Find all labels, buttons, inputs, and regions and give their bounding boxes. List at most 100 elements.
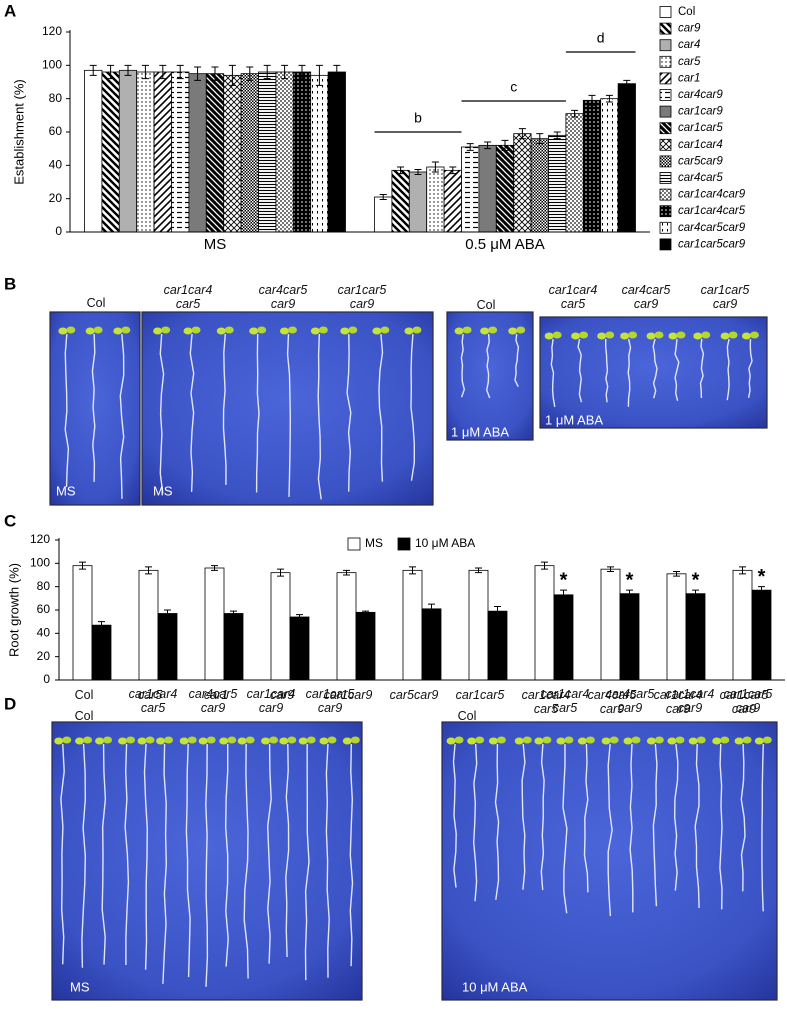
legend-swatch [659, 188, 672, 201]
x-tick-label: Col [74, 688, 94, 702]
error-bar [176, 64, 184, 80]
error-bar [758, 586, 765, 595]
strain-label: Col [476, 298, 496, 312]
legend-label: Col [678, 6, 695, 18]
bar [258, 71, 277, 233]
seedling-root [550, 338, 556, 408]
annotation-label: b [414, 110, 422, 126]
seedling-leaf [475, 736, 485, 744]
x-tick-label: car5car9 [389, 688, 439, 702]
bar [751, 589, 772, 681]
error-bar [501, 139, 509, 151]
strain-label: car1car5 car9 [337, 283, 387, 311]
seedling-root [346, 333, 352, 492]
bar [495, 144, 515, 233]
seedling-leaf [701, 331, 711, 339]
panel-label: D [4, 694, 16, 713]
y-tick-label: 100 [42, 58, 62, 72]
bar [426, 166, 445, 233]
condition-label: 10 μM ABA [462, 979, 528, 994]
seedling-root [64, 333, 70, 488]
bar [270, 572, 291, 681]
x-tick-label: car1car4 car9 [653, 688, 703, 716]
error-bar [553, 131, 561, 140]
strain-label: car4car5 car9 [621, 283, 671, 311]
seedling-root [285, 743, 290, 958]
seedling-root [224, 743, 229, 967]
y-tick-label: 0 [55, 224, 62, 238]
annotation-label: c [510, 79, 517, 95]
legend-swatch [659, 221, 672, 234]
seedling-leaf [534, 737, 544, 745]
seedling-leaf [121, 326, 131, 334]
x-tick-label: car1car5 car9 [719, 688, 769, 716]
bar [553, 594, 574, 681]
seedling-leaf [693, 332, 703, 340]
bar [355, 611, 376, 681]
seedling-root [577, 338, 583, 403]
seedling-leaf [585, 736, 595, 744]
seedling-leaf [654, 331, 664, 339]
panel-label: C [4, 511, 16, 530]
error-bar [141, 64, 149, 80]
seedling-leaf [93, 326, 103, 334]
legend-label: car4car5 [678, 172, 723, 184]
legend-label: car5 [678, 56, 701, 68]
x-tick-label: car1car9 [323, 688, 373, 702]
seedling-leaf [542, 736, 552, 744]
seedling-leaf [118, 737, 128, 745]
seedling-root [205, 743, 209, 987]
error-bar [194, 66, 202, 81]
error-bar [124, 64, 132, 76]
seedling-leaf [654, 736, 664, 744]
condition-label: MS [153, 483, 173, 498]
legend-label: car1car5car9 [678, 238, 746, 250]
condition-label: 1 μM ABA [451, 424, 509, 439]
legend-swatch [347, 537, 361, 551]
seedling-root [472, 743, 478, 902]
seedling-root [452, 743, 457, 888]
legend-swatch [659, 6, 672, 18]
bar [478, 144, 497, 233]
y-tick-label: 40 [49, 158, 63, 172]
error-bar [560, 589, 567, 600]
error-bar [607, 566, 614, 572]
error-bar [333, 64, 341, 80]
error-bar [518, 128, 526, 140]
seedling-leaf [237, 737, 247, 745]
x-tick-label: car1 [203, 688, 229, 702]
seedling-root [673, 743, 679, 891]
bar [223, 613, 244, 681]
seedling-leaf [480, 327, 490, 335]
seedling-root [652, 338, 658, 399]
seedling-leaf [720, 332, 730, 340]
significance-marker: * [758, 566, 766, 588]
seedling-leaf [216, 327, 226, 335]
seedling-leaf [83, 736, 93, 744]
bar [171, 71, 190, 233]
seedling-leaf [156, 737, 166, 745]
error-bar [494, 606, 501, 617]
x-tick-label: car4car5 car9 [587, 688, 637, 716]
y-tick-label: 80 [49, 91, 63, 105]
strain-label: car1car4 car9 [246, 687, 296, 715]
bar [157, 613, 178, 681]
seedling-leaf [164, 736, 174, 744]
error-bar [343, 569, 350, 576]
error-bar [588, 94, 596, 106]
y-tick-label: 20 [37, 649, 51, 663]
seedling-root [189, 333, 195, 492]
seedling-leaf [145, 736, 155, 744]
seedling-root [222, 333, 227, 485]
seedling-leaf [269, 736, 279, 744]
bar [461, 146, 480, 233]
y-tick-label: 0 [43, 672, 50, 686]
legend-swatch [659, 172, 672, 184]
seedling-leaf [462, 326, 472, 334]
condition-label: MS [56, 483, 76, 498]
significance-marker: * [560, 569, 568, 591]
seedling-leaf [372, 327, 382, 335]
seedling-leaf [306, 736, 316, 744]
annotation-label: d [597, 30, 605, 46]
